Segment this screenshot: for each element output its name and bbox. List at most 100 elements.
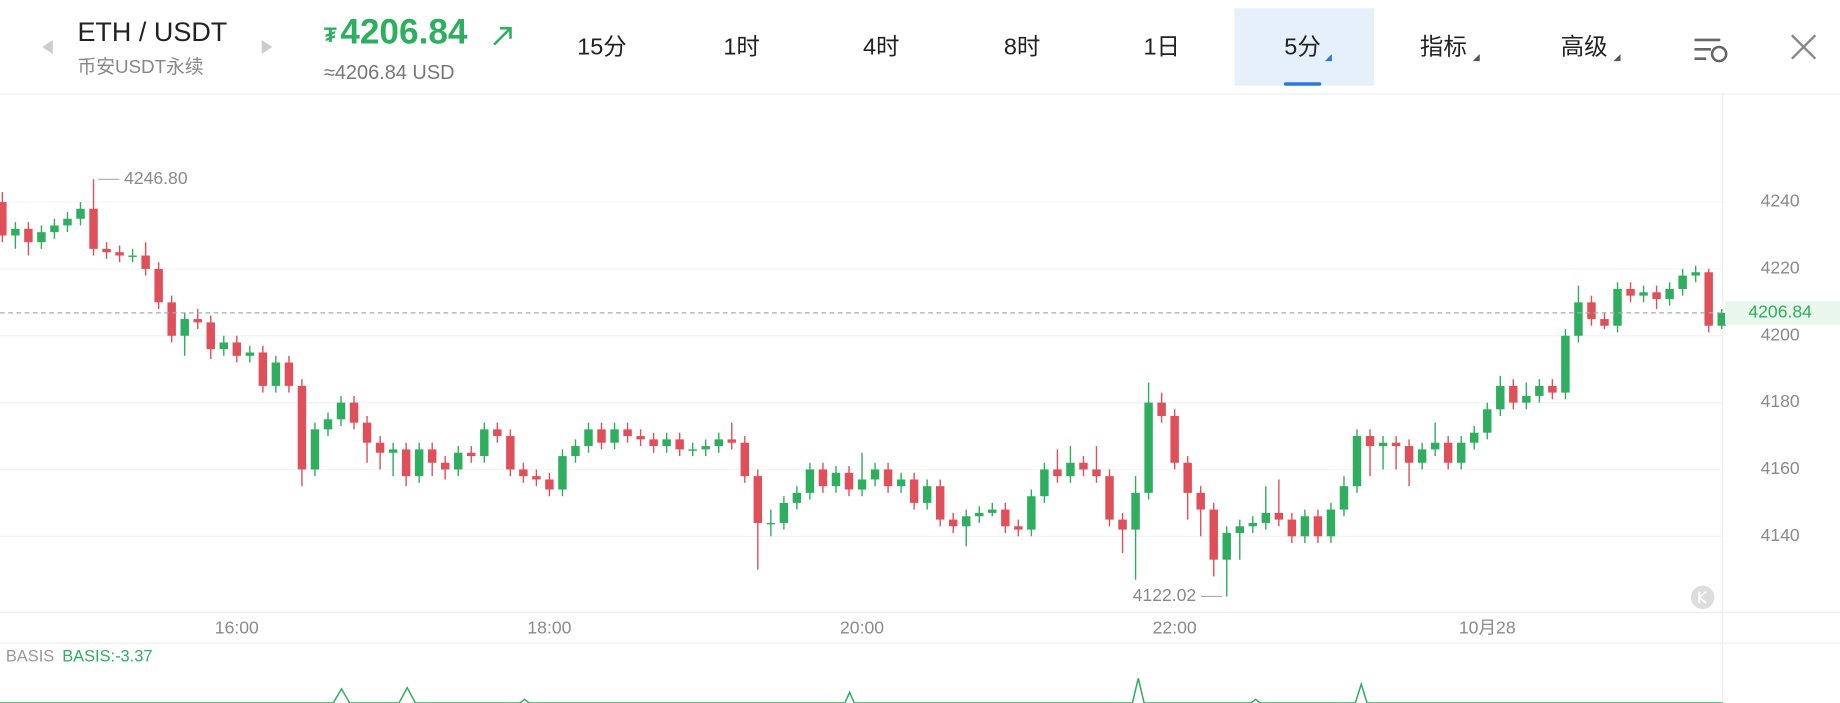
candle-body <box>1365 436 1375 447</box>
candle-body <box>675 439 684 450</box>
candle-body <box>440 462 450 470</box>
candle-body <box>1430 442 1440 450</box>
candle-body <box>1118 519 1127 530</box>
candle-body <box>50 225 59 233</box>
candle-body <box>206 322 215 350</box>
next-arrow[interactable] <box>261 39 273 55</box>
tab[interactable]: 8时 <box>1004 33 1041 59</box>
candle-body <box>896 479 906 487</box>
candle-body <box>1587 302 1596 320</box>
high-label: 4246.80 <box>124 168 188 188</box>
candle-body <box>323 419 333 430</box>
tab-highlight <box>1234 8 1375 86</box>
symbol: ETH / USDT <box>77 17 227 47</box>
candle-body <box>623 429 632 437</box>
candle-body <box>401 449 411 477</box>
candle-body <box>1235 526 1244 533</box>
candle-body <box>154 268 163 303</box>
candle-body <box>1300 516 1310 537</box>
candle-body <box>844 472 854 490</box>
candle-body <box>610 429 619 443</box>
candle-body <box>948 519 958 527</box>
close-button[interactable] <box>1791 34 1817 60</box>
candle-body <box>310 429 320 470</box>
candle-body <box>1001 509 1010 527</box>
candle-body <box>1522 395 1531 403</box>
tab[interactable]: 5分 <box>1284 33 1321 59</box>
candle-body <box>336 402 346 420</box>
candle-body <box>753 476 763 523</box>
candle-body <box>1509 385 1518 403</box>
tab[interactable]: 15分 <box>577 33 627 59</box>
candle-body <box>1665 288 1674 299</box>
candle-body <box>297 385 307 470</box>
candle-body <box>857 479 867 490</box>
dropdown-corner <box>1613 54 1621 62</box>
candle-body <box>818 469 828 487</box>
candle-body <box>1261 512 1271 523</box>
usd-price: ≈4206.84 USD <box>324 62 455 84</box>
candle-body <box>427 449 437 463</box>
candlestick-chart: 4140 4160 4180 4200 4220 4240 16:00 18:00 20:00 2… <box>0 168 1840 638</box>
candle-body <box>1144 402 1153 493</box>
candle-body <box>1652 292 1661 299</box>
candle-body <box>1404 446 1414 463</box>
indicator-value: BASIS:-3.37 <box>62 648 152 666</box>
candle-body <box>714 439 723 447</box>
candle-body <box>571 446 580 457</box>
y-tick-label: 4220 <box>1761 258 1800 278</box>
candle-body <box>1131 492 1140 530</box>
tab[interactable]: 1日 <box>1143 33 1180 59</box>
indicator-name: BASIS <box>6 648 54 666</box>
tab[interactable]: 1时 <box>723 33 760 59</box>
candle-body <box>1339 486 1349 510</box>
up-arrow <box>493 26 512 46</box>
settings-icon[interactable] <box>1694 38 1728 63</box>
x-tick-label: 18:00 <box>527 618 571 638</box>
tab[interactable]: 高级 <box>1561 33 1608 59</box>
y-tick-label: 4140 <box>1761 525 1800 545</box>
candle-body <box>1391 442 1401 447</box>
tab[interactable]: 指标 <box>1420 33 1467 59</box>
candle-body <box>727 439 736 443</box>
candle-body <box>506 436 515 470</box>
candle-body <box>584 429 593 447</box>
candle-body <box>271 362 281 386</box>
candle-body <box>493 429 502 437</box>
candle-body <box>1326 509 1336 537</box>
tab[interactable]: 4时 <box>863 33 900 59</box>
candle-body <box>766 522 776 525</box>
candle-body <box>792 492 802 503</box>
candle-body <box>24 228 33 243</box>
candle-body <box>1014 526 1023 530</box>
candle-body <box>922 486 932 503</box>
candle-body <box>1196 492 1205 510</box>
candle-body <box>1222 532 1231 560</box>
candle-body <box>219 342 229 350</box>
candle-body <box>1691 272 1700 276</box>
x-tick-label: 16:00 <box>215 618 259 638</box>
candle-body <box>480 429 489 457</box>
candle-body <box>1066 462 1075 477</box>
candle-body <box>128 255 137 257</box>
candle-body <box>1378 442 1388 447</box>
candle-body <box>545 479 554 490</box>
candle-body <box>1483 409 1492 433</box>
candle-body <box>245 352 255 356</box>
candle-body <box>597 429 606 443</box>
y-tick-label: 4200 <box>1761 324 1800 344</box>
exchange: 币安USDT永续 <box>77 56 203 77</box>
logo-badge <box>1690 585 1715 610</box>
y-tick-label: 4240 <box>1761 191 1800 211</box>
candle-body <box>388 449 398 453</box>
candle-body <box>454 452 463 470</box>
candle-body <box>1027 496 1036 530</box>
prev-arrow[interactable] <box>42 39 53 55</box>
candle-body <box>532 476 541 480</box>
candle-body <box>636 436 645 440</box>
candle-body <box>883 469 893 487</box>
candle-body <box>662 439 671 447</box>
candle-body <box>1157 402 1166 416</box>
candle-body <box>1040 469 1049 497</box>
candle-body <box>1626 288 1635 296</box>
